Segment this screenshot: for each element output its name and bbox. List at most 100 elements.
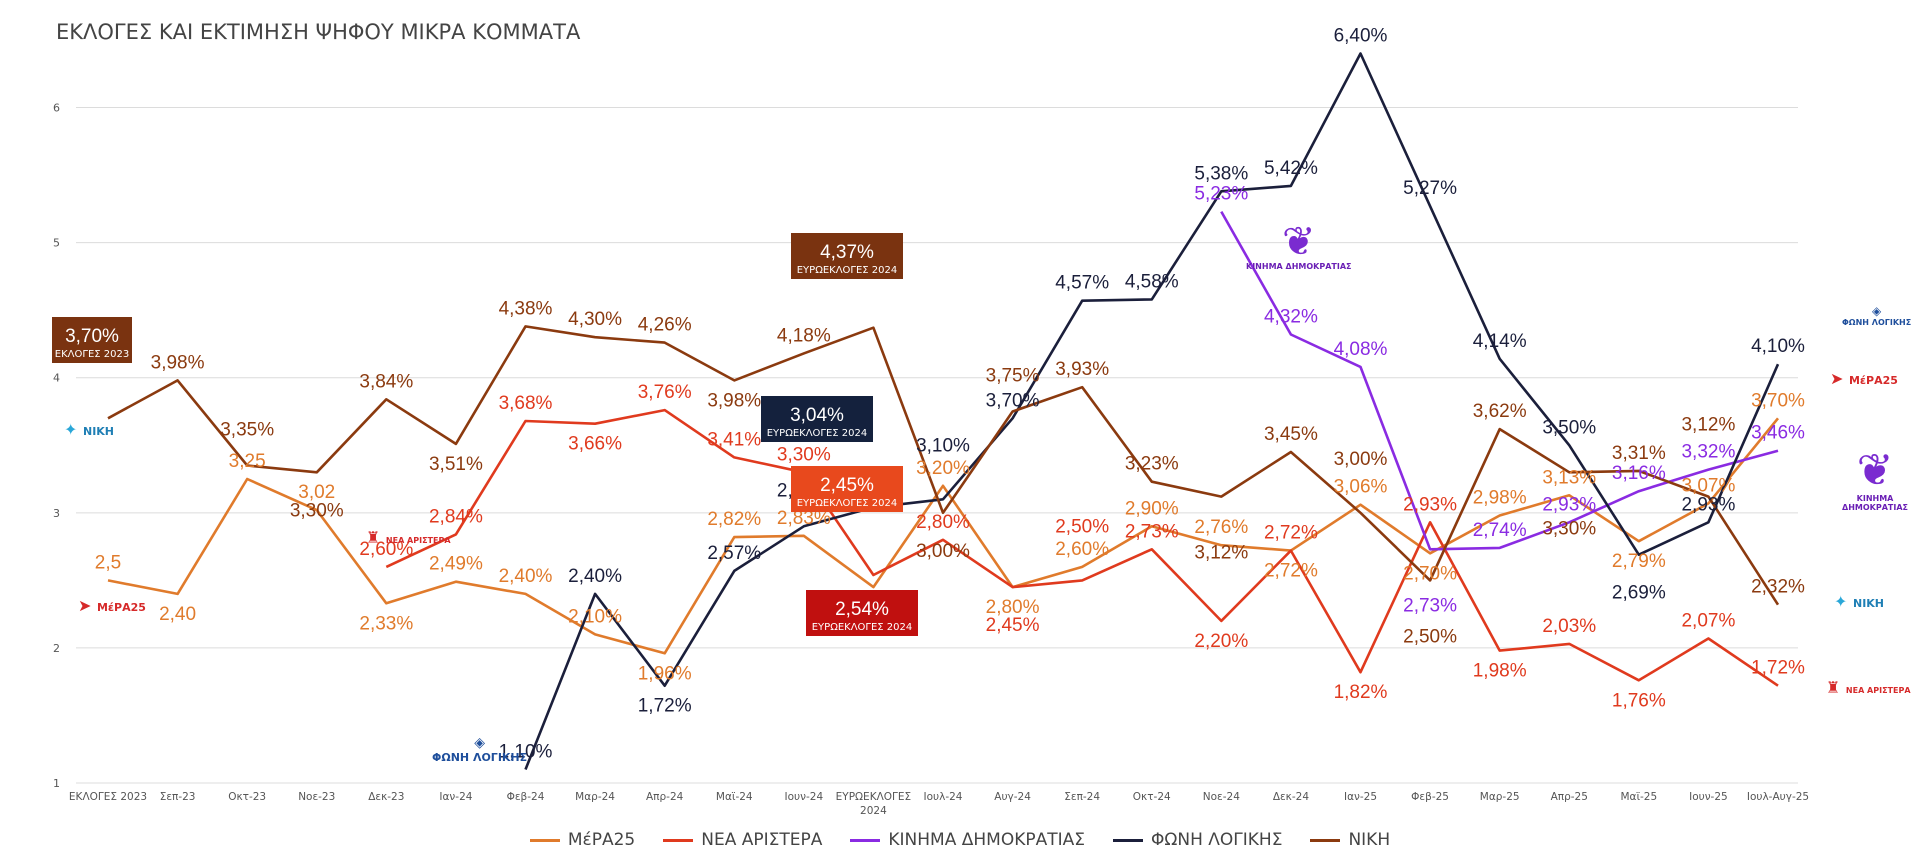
- x-tick-label: Ιαν-25: [1344, 791, 1377, 803]
- niki-logo-icon: ✦: [64, 420, 78, 439]
- x-tick-label: ΕΥΡΩΕΚΛΟΓΕΣ: [836, 791, 912, 803]
- mera25-logo-left: ➤ ΜέΡΑ25: [78, 596, 146, 615]
- x-tick-label: Φεβ-24: [507, 791, 545, 803]
- data-label: 3,20%: [916, 458, 970, 479]
- data-label: 3,50%: [1542, 417, 1596, 438]
- data-label: 5,27%: [1403, 178, 1457, 199]
- data-label: 4,38%: [499, 298, 553, 319]
- election-label-value: 2,54%: [835, 599, 889, 620]
- data-label: 2,40: [159, 604, 196, 625]
- data-label: 2,82%: [707, 509, 761, 530]
- data-label: 2,03%: [1542, 616, 1596, 637]
- x-tick-label: 2024: [860, 805, 887, 817]
- foni-logikis-logo-mid: ◈ ΦΩΝΗ ΛΟΓΙΚΗΣ: [432, 735, 527, 764]
- x-tick-label: Μαρ-25: [1480, 791, 1520, 803]
- data-label: 3,30%: [777, 444, 831, 465]
- x-tick-label: Ιουλ-Αυγ-25: [1747, 791, 1809, 803]
- data-label: 2,57%: [707, 543, 761, 564]
- data-label: 1,98%: [1473, 661, 1527, 682]
- x-tick-label: Δεκ-23: [368, 791, 404, 803]
- nea-aristera-logo-icon-right: ♜: [1826, 678, 1841, 697]
- data-label: 2,98%: [1473, 488, 1527, 509]
- data-label: 3,46%: [1751, 423, 1805, 444]
- data-label: 4,14%: [1473, 331, 1527, 352]
- data-label: 6,40%: [1334, 26, 1388, 47]
- legend-swatch: [1310, 838, 1341, 842]
- data-label: 2,70%: [1403, 563, 1457, 584]
- data-label: 2,45%: [986, 615, 1040, 636]
- data-label: 2,79%: [1612, 551, 1666, 572]
- legend-label: ΝΙΚΗ: [1348, 830, 1391, 850]
- kinima-logo-icon-right: ❦: [1856, 445, 1894, 496]
- data-label: 2,5: [95, 552, 121, 573]
- data-label: 1,72%: [1751, 658, 1805, 679]
- data-label: 2,80%: [916, 512, 970, 533]
- data-label: 2,50%: [1055, 516, 1109, 537]
- x-tick-label: Ιαν-24: [439, 791, 472, 803]
- x-tick-label: Νοε-23: [298, 791, 335, 803]
- data-label: 2,40%: [499, 566, 553, 587]
- election-label-caption: ΕΥΡΩΕΚΛΟΓΕΣ 2024: [797, 498, 898, 509]
- data-label: 1,72%: [638, 696, 692, 717]
- data-label: 2,69%: [1612, 583, 1666, 604]
- foni-logikis-logo-right: ◈ ΦΩΝΗ ΛΟΓΙΚΗΣ: [1842, 304, 1911, 327]
- legend-swatch: [1113, 838, 1143, 842]
- x-tick-label: Ιουν-24: [785, 791, 824, 803]
- election-label-caption: ΕΚΛΟΓΕΣ 2023: [55, 349, 129, 360]
- data-label: 4,10%: [1751, 336, 1805, 357]
- data-label: 2,10%: [568, 606, 622, 627]
- data-label: 2,40%: [568, 566, 622, 587]
- chart-title: ΕΚΛΟΓΕΣ ΚΑΙ ΕΚΤΙΜΗΣΗ ΨΗΦΟΥ ΜΙΚΡΑ ΚΟΜΜΑΤΑ: [56, 20, 581, 44]
- series-line-1: [107, 417, 1780, 655]
- data-label: 3,84%: [359, 371, 413, 392]
- data-label: 3,13%: [1542, 467, 1596, 488]
- data-label: 4,08%: [1334, 339, 1388, 360]
- y-tick-label: 5: [53, 237, 60, 250]
- kinima-logo-icon: ❦: [1281, 219, 1316, 265]
- data-label: 3,70%: [986, 390, 1040, 411]
- data-label: 5,42%: [1264, 158, 1318, 179]
- data-label: 2,93%: [1542, 494, 1596, 515]
- y-tick-label: 1: [53, 777, 60, 790]
- x-tick-label: Φεβ-25: [1411, 791, 1449, 803]
- data-label: 4,30%: [568, 309, 622, 330]
- data-label: 2,72%: [1264, 561, 1318, 582]
- data-label: 3,12%: [1681, 415, 1735, 436]
- niki-logo-text: ΝΙΚΗ: [82, 425, 115, 438]
- kinima-logo-mid: ❦ ΚΙΝΗΜΑ ΔΗΜΟΚΡΑΤΙΑΣ: [1246, 222, 1352, 271]
- data-label: 2,60%: [1055, 539, 1109, 560]
- data-label: 3,62%: [1473, 401, 1527, 422]
- foni-logikis-logo-icon-right: ◈: [1871, 304, 1882, 318]
- data-label: 3,93%: [1055, 359, 1109, 380]
- x-tick-label: Μαρ-24: [575, 791, 615, 803]
- foni-logikis-logo-text-right: ΦΩΝΗ ΛΟΓΙΚΗΣ: [1842, 318, 1912, 327]
- niki-logo-icon-right: ✦: [1834, 592, 1848, 611]
- election-label-value: 3,04%: [790, 405, 844, 426]
- election-label-caption: ΕΥΡΩΕΚΛΟΓΕΣ 2024: [812, 622, 913, 633]
- data-label: 4,18%: [777, 325, 831, 346]
- data-label: 2,76%: [1194, 517, 1248, 538]
- data-label: 2,72%: [1264, 523, 1318, 544]
- chart-legend: ΜέΡΑ25 ΝΕΑ ΑΡΙΣΤΕΡΑ ΚΙΝΗΜΑ ΔΗΜΟΚΡΑΤΙΑΣ ΦΩΝΗ…: [0, 830, 1920, 850]
- x-tick-label: Αυγ-24: [994, 791, 1031, 803]
- data-label: 3,68%: [499, 393, 553, 414]
- x-tick-label: Δεκ-24: [1273, 791, 1310, 803]
- data-label: 4,26%: [638, 315, 692, 336]
- mera25-logo-icon: ➤: [78, 596, 92, 615]
- legend-swatch: [850, 838, 881, 842]
- niki-logo-text-right: ΝΙΚΗ: [1852, 597, 1885, 610]
- mera25-logo-text-right: ΜέΡΑ25: [1848, 374, 1898, 387]
- niki-logo-left: ✦ ΝΙΚΗ: [64, 420, 114, 439]
- series-line-2: [385, 408, 1779, 687]
- data-label: 3,23%: [1125, 454, 1179, 475]
- legend-label: ΝΕΑ ΑΡΙΣΤΕΡΑ: [701, 830, 823, 850]
- data-label: 5,23%: [1194, 184, 1248, 205]
- x-tick-label: Σεπ-24: [1064, 791, 1100, 803]
- data-label: 3,98%: [707, 390, 761, 411]
- y-tick-label: 2: [53, 642, 60, 655]
- data-label: 3,02: [298, 482, 335, 503]
- x-tick-label: Απρ-25: [1551, 791, 1588, 803]
- data-label: 2,07%: [1681, 610, 1735, 631]
- series-line-3: [1220, 210, 1779, 551]
